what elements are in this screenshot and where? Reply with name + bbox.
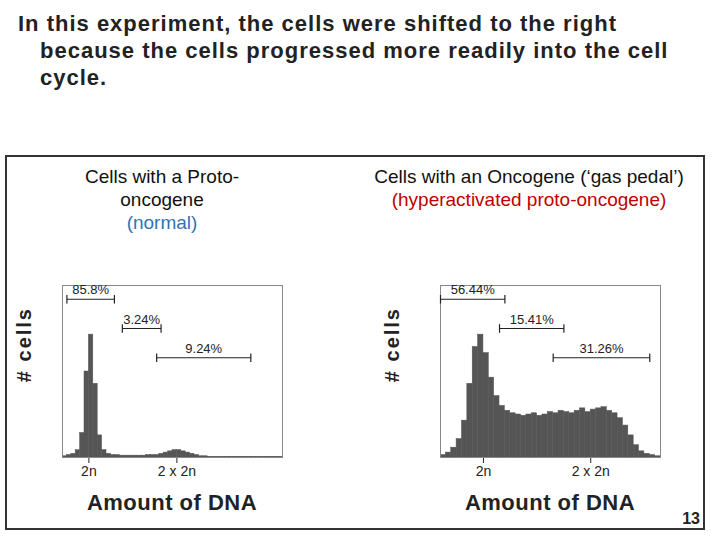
svg-text:3.24%: 3.24% [123, 312, 160, 327]
html-text:(hyperactivated proto-oncogene: (hyperactivated proto-oncogene) [391, 189, 667, 210]
html-text:Cells with a Proto-oncogene: Cells with a Proto-oncogene [84, 166, 240, 210]
svg-text:31.26%: 31.26% [579, 341, 624, 356]
html-text:13: 13 [682, 510, 700, 527]
svg-text:9.24%: 9.24% [185, 341, 222, 356]
svg-text:15.41%: 15.41% [510, 312, 555, 327]
html-text:Amount of DNA: Amount of DNA [86, 490, 258, 515]
svg-text:85.8%: 85.8% [72, 282, 109, 297]
svg-text:2n: 2n [476, 463, 492, 479]
html-text:# cells: # cells [381, 307, 403, 383]
svg-text:2 x 2n: 2 x 2n [158, 463, 196, 479]
html-text:# cells: # cells [13, 307, 35, 383]
html-text:In this experiment, the cells: In this experiment, the cells were shift… [18, 11, 669, 90]
svg-text:2n: 2n [81, 463, 97, 479]
html-text:Amount of DNA: Amount of DNA [464, 490, 636, 515]
svg-text:56.44%: 56.44% [451, 282, 496, 297]
html-text:(normal): (normal) [126, 212, 198, 233]
html-text:Cells with an Oncogene (‘gas p: Cells with an Oncogene (‘gas pedal’) [374, 166, 684, 187]
svg-text:2 x 2n: 2 x 2n [572, 463, 610, 479]
